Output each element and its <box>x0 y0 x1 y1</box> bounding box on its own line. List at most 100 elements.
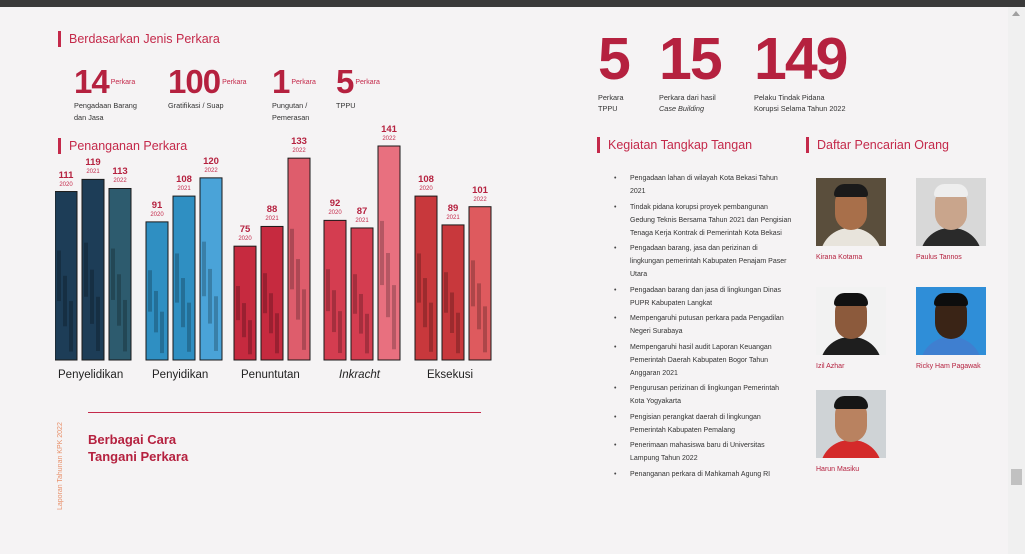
bar-texture <box>111 248 115 300</box>
bar-texture <box>423 278 427 328</box>
bar-texture <box>269 293 273 334</box>
bar-texture <box>214 296 218 351</box>
stat-number: 14 <box>74 63 110 100</box>
section-title-marker <box>597 137 600 153</box>
portrait-shoulders <box>820 228 882 246</box>
bar-value-label: 113 <box>112 166 128 178</box>
bar-rect <box>441 224 465 361</box>
closing-heading: Berbagai Cara Tangani Perkara <box>88 432 288 466</box>
bar-rect <box>323 219 347 361</box>
bar-texture <box>471 260 475 307</box>
stat-description: Pengadaan Barang dan Jasa <box>74 101 137 122</box>
bar-texture <box>236 286 240 321</box>
bar-value-label: 75 <box>239 224 251 236</box>
category-label: Penuntutan <box>241 369 300 381</box>
summary-tppu: 5 Perkara TPPU <box>598 30 631 115</box>
bar-texture <box>181 278 185 328</box>
scroll-up-arrow-icon[interactable] <box>1012 11 1020 16</box>
bar-value-label: 91 <box>151 199 163 211</box>
stat-unit: Perkara <box>110 79 136 86</box>
bar-texture <box>275 313 279 354</box>
bar-year-label: 2021 <box>355 217 369 224</box>
bar-texture <box>90 269 94 324</box>
bar-texture <box>450 292 454 333</box>
person-card: Paulus Tannos <box>916 178 986 261</box>
bar-texture <box>148 270 152 312</box>
list-item: Pengadaan barang, jasa dan perizinan di … <box>614 242 792 281</box>
list-item: Mempengaruhi hasil audit Laporan Keuanga… <box>614 341 792 380</box>
bar-rect <box>145 221 169 361</box>
bar-texture <box>386 253 390 318</box>
report-caption: Laporan Tahunan KPK 2022 <box>57 422 64 510</box>
person-photo <box>916 287 986 355</box>
bar-year-label: 2020 <box>238 236 252 243</box>
summary-pelaku: 149 Pelaku Tindak Pidana Korupsi Selama … <box>754 26 848 115</box>
bar-texture <box>392 285 396 350</box>
stat-unit: Perkara <box>355 79 380 86</box>
window-top-bar <box>0 0 1025 7</box>
bar-year-label: 2022 <box>292 148 306 155</box>
section-title-marker <box>58 31 61 47</box>
bar-inkracht-2022 <box>377 145 401 361</box>
stat-number: 1 <box>272 63 290 100</box>
person-photo <box>816 178 886 246</box>
bar-year-label: 2020 <box>59 181 73 188</box>
stat-description: TPPU <box>336 101 356 110</box>
person-card: Harun Masiku <box>816 390 886 473</box>
scrollbar-thumb[interactable] <box>1011 469 1022 485</box>
bar-texture <box>248 320 252 355</box>
bar-texture <box>96 296 100 351</box>
penanganan-bar-chart <box>55 130 495 362</box>
section-title-jenis-perkara: Berdasarkan Jenis Perkara <box>58 31 220 47</box>
summary-description: Pelaku Tindak Pidana Korupsi Selama Tahu… <box>754 92 846 115</box>
stat-unit: Perkara <box>291 79 316 86</box>
bar-year-label: 2022 <box>204 167 218 174</box>
bar-texture <box>202 241 206 297</box>
bar-inkracht-2021 <box>350 227 374 361</box>
bar-texture <box>154 290 158 333</box>
bar-texture <box>290 228 294 290</box>
bar-eksekusi-2022 <box>468 206 492 361</box>
list-item: Pengadaan barang dan jasa di lingkungan … <box>614 284 792 310</box>
bar-rect <box>468 206 492 361</box>
portrait-shoulders <box>920 337 982 355</box>
portrait-hair <box>934 184 968 197</box>
bar-value-label: 101 <box>472 184 488 196</box>
person-name: Ricky Ham Pagawak <box>916 363 981 370</box>
portrait-shoulders <box>820 337 882 355</box>
vertical-scrollbar[interactable] <box>1008 7 1025 554</box>
bar-rect <box>233 245 257 361</box>
bar-texture <box>123 299 127 352</box>
summary-case-building: 15 Perkara dari hasil Case Building <box>659 26 723 115</box>
summary-number: 149 <box>754 26 848 92</box>
section-title-penanganan: Penanganan Perkara <box>58 138 187 154</box>
stat-pungutan: 1 Perkara Pungutan / Pemerasan <box>272 65 320 123</box>
bar-rect <box>81 178 105 361</box>
bar-texture <box>359 293 363 334</box>
bar-texture <box>302 289 306 350</box>
bar-value-label: 111 <box>58 169 74 181</box>
bar-year-label: 2021 <box>177 186 191 193</box>
summary-description: Perkara TPPU <box>598 92 629 115</box>
bar-texture <box>417 253 421 303</box>
bar-texture <box>187 302 191 352</box>
bar-value-label: 87 <box>356 205 368 217</box>
summary-number: 15 <box>659 26 723 92</box>
category-label: Penyidikan <box>152 369 209 381</box>
list-item: Pengisian perangkat daerah di lingkungan… <box>614 411 792 437</box>
ott-list: Pengadaan lahan di wilayah Kota Bekasi T… <box>614 172 792 483</box>
person-photo <box>816 390 886 458</box>
bar-year-label: 2022 <box>473 196 487 203</box>
stat-description: Gratifikasi / Suap <box>168 101 224 110</box>
bar-penyelidikan-2020 <box>55 191 78 361</box>
section-title-marker <box>58 138 61 154</box>
portrait-hair <box>834 184 868 197</box>
bar-texture <box>365 313 369 354</box>
bar-value-label: 133 <box>291 136 307 148</box>
bar-texture <box>175 253 179 303</box>
bar-texture <box>456 312 460 354</box>
bar-rect <box>108 187 132 361</box>
bar-rect <box>287 157 311 361</box>
list-item: Pengurusan perizinan di lingkungan Pemer… <box>614 382 792 408</box>
portrait-hair <box>834 293 868 306</box>
